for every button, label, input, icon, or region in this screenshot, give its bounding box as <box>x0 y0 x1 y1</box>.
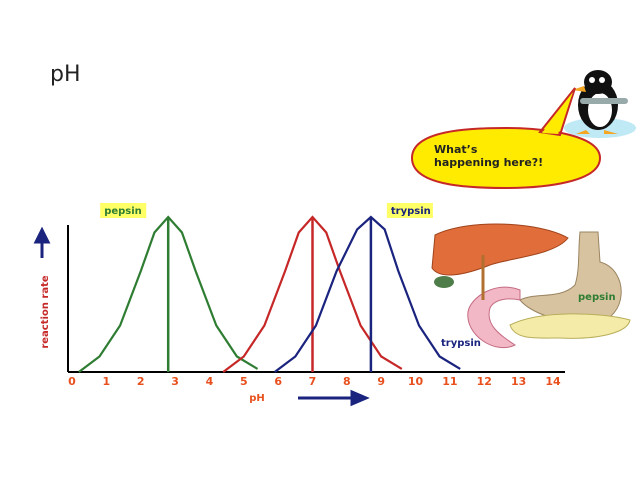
series-label: trypsin <box>391 206 431 217</box>
x-tick-label: 9 <box>377 375 385 388</box>
y-arrow <box>33 226 51 258</box>
digestive-diagram <box>431 223 631 349</box>
x-arrow <box>298 389 370 407</box>
x-tick-label: 1 <box>103 375 111 388</box>
y-axis-label: reaction rate <box>40 275 51 349</box>
x-tick-label: 12 <box>477 375 492 388</box>
x-tick-label: 10 <box>408 375 424 388</box>
x-tick-label: 13 <box>511 375 526 388</box>
x-tick-label: 4 <box>206 375 214 388</box>
diagram-label: trypsin <box>441 338 481 349</box>
bubble-text: What’s <box>434 143 478 156</box>
bubble-text: happening here?! <box>434 156 543 169</box>
x-tick-label: 7 <box>309 375 317 388</box>
x-tick-label: 14 <box>545 375 561 388</box>
slide-title: pH <box>50 62 81 87</box>
x-tick-label: 8 <box>343 375 351 388</box>
series-label: pepsin <box>104 206 142 217</box>
series-label-box <box>386 203 433 218</box>
x-tick-label: 5 <box>240 375 248 388</box>
x-tick-label: 6 <box>274 375 282 388</box>
x-tick-label: 2 <box>137 375 145 388</box>
x-tick-label: 0 <box>68 375 76 388</box>
penguin <box>564 70 636 138</box>
x-tick-label: 11 <box>442 375 457 388</box>
diagram-label: pepsin <box>578 292 616 303</box>
curve <box>274 215 461 373</box>
series-label-box <box>100 203 147 218</box>
x-axis-label: pH <box>249 393 265 404</box>
speech-bubble <box>410 87 602 190</box>
x-tick-label: 3 <box>171 375 179 388</box>
